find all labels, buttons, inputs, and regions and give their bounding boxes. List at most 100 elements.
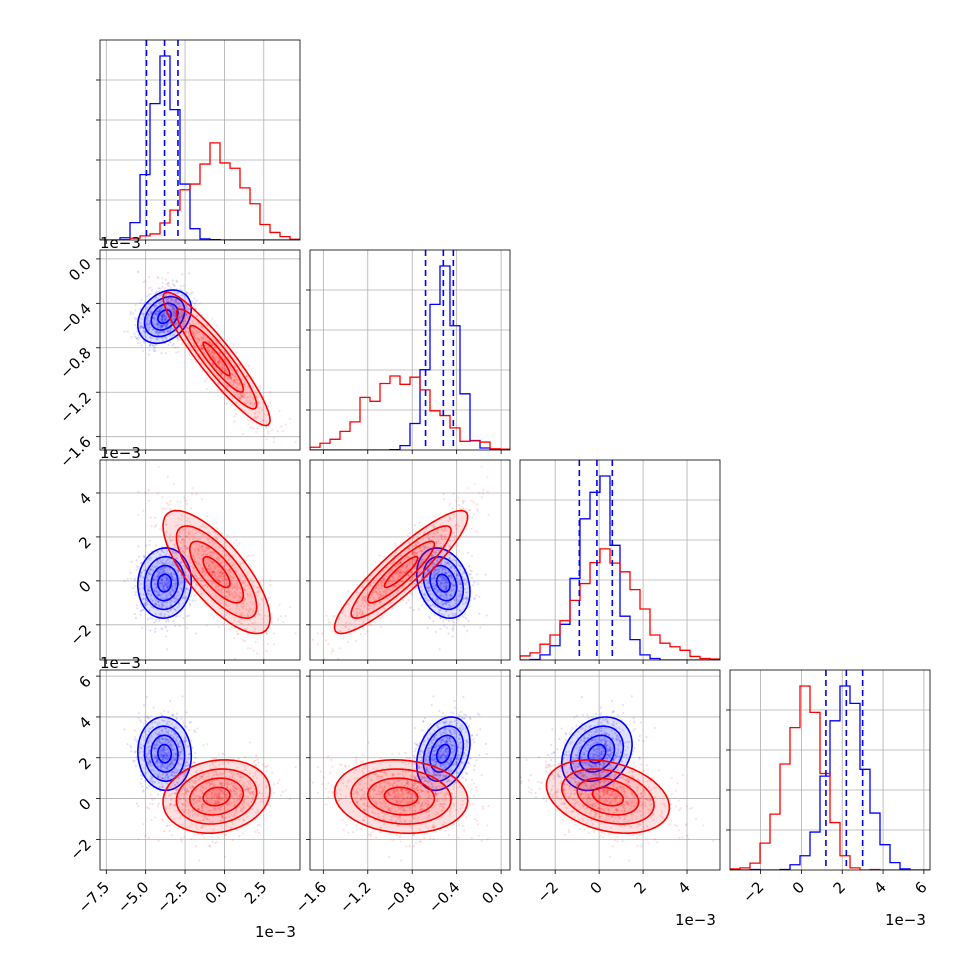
sample-point — [218, 369, 221, 372]
sample-point — [150, 606, 153, 609]
sample-point — [174, 615, 178, 618]
sample-point — [175, 351, 178, 354]
sample-point — [216, 330, 219, 333]
sample-point — [216, 619, 219, 623]
sample-point — [316, 632, 319, 635]
sample-point — [145, 576, 148, 580]
sample-point — [301, 457, 303, 459]
sample-point — [161, 338, 165, 342]
sample-point — [294, 441, 297, 444]
sample-point — [193, 594, 196, 597]
sample-point — [236, 395, 240, 398]
sample-point — [161, 312, 164, 316]
sample-point — [181, 293, 184, 297]
sample-point — [168, 561, 172, 564]
sample-point — [133, 316, 136, 319]
sample-point — [152, 552, 155, 556]
sample-point — [216, 341, 219, 345]
sample-point — [160, 325, 163, 328]
sample-point — [210, 355, 214, 358]
sample-point — [169, 304, 172, 307]
sample-point — [407, 599, 410, 602]
sample-point — [134, 593, 137, 597]
sample-point — [408, 532, 411, 535]
sample-point — [245, 374, 249, 377]
sample-point — [219, 359, 222, 362]
sample-point — [253, 402, 256, 405]
sample-point — [188, 293, 191, 296]
sample-point — [251, 397, 255, 401]
sample-point — [224, 369, 227, 372]
sample-point — [201, 347, 204, 350]
sample-point — [207, 350, 210, 354]
sample-point — [160, 300, 163, 303]
sample-point — [172, 305, 175, 308]
sample-point — [184, 573, 187, 576]
sample-point — [158, 594, 162, 597]
sample-point — [168, 583, 171, 586]
sample-point — [140, 605, 143, 608]
sample-point — [160, 550, 164, 553]
sample-point — [164, 294, 167, 297]
sample-point — [216, 324, 219, 327]
sample-point — [166, 271, 169, 274]
sample-point — [165, 600, 168, 603]
sample-point — [139, 341, 142, 344]
sample-point — [167, 321, 170, 324]
sample-point — [438, 648, 441, 651]
sample-point — [166, 475, 169, 478]
sample-point — [186, 314, 189, 317]
sample-point — [191, 300, 194, 303]
sample-point — [146, 321, 149, 324]
sample-point — [164, 507, 168, 511]
sample-point — [181, 332, 184, 335]
sample-point — [479, 626, 482, 629]
sample-point — [153, 525, 156, 528]
sample-point — [150, 597, 153, 601]
sample-point — [187, 315, 190, 318]
sample-point — [165, 293, 168, 296]
sample-point — [346, 640, 349, 644]
sample-point — [135, 336, 138, 339]
sample-point — [134, 616, 137, 619]
sample-point — [201, 347, 204, 351]
sample-point — [158, 527, 162, 531]
sample-point — [284, 423, 287, 426]
sample-point — [236, 383, 239, 386]
sample-point — [199, 345, 202, 348]
sample-point — [142, 349, 145, 353]
sample-point — [238, 363, 241, 366]
sample-point — [233, 378, 236, 381]
sample-point — [177, 302, 181, 306]
sample-point — [164, 581, 167, 584]
sample-point — [238, 388, 241, 391]
sample-point — [173, 579, 176, 582]
sample-point — [231, 380, 234, 383]
sample-point — [225, 360, 228, 363]
sample-point — [183, 338, 186, 341]
sample-point — [188, 599, 191, 602]
sample-point — [205, 324, 209, 327]
sample-point — [215, 356, 218, 359]
sample-point — [186, 342, 189, 345]
sample-point — [153, 316, 157, 319]
sample-point — [253, 402, 257, 406]
sample-point — [243, 409, 246, 413]
sample-point — [155, 583, 158, 586]
sample-point — [164, 588, 167, 592]
sample-point — [171, 578, 174, 581]
sample-point — [452, 627, 455, 630]
sample-point — [195, 315, 198, 318]
sample-point — [202, 335, 205, 338]
sample-point — [255, 392, 258, 395]
sample-point — [149, 313, 152, 317]
sample-point — [234, 375, 237, 378]
sample-point — [155, 575, 158, 578]
sample-point — [157, 593, 160, 596]
sample-point — [160, 299, 163, 303]
sample-point — [158, 309, 161, 312]
sample-point — [147, 275, 151, 278]
sample-point — [153, 304, 156, 307]
sample-point — [213, 352, 216, 355]
